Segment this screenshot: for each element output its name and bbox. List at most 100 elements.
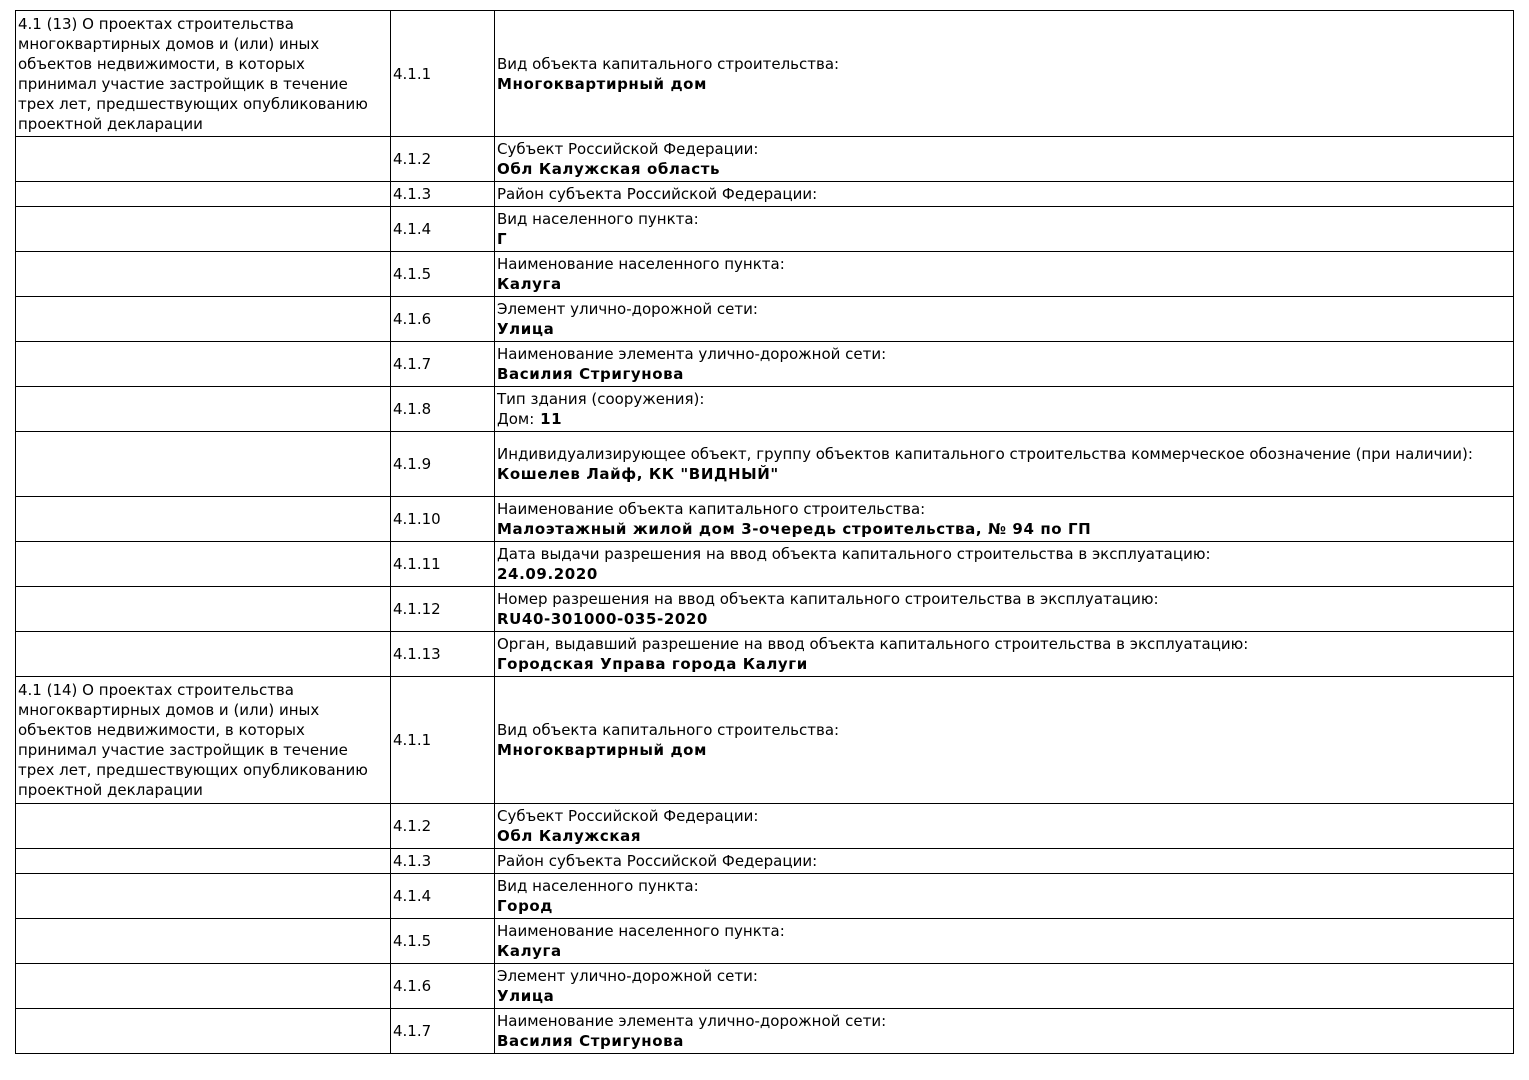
table-row: 4.1.7 Наименование элемента улично-дорожн… <box>15 1008 1514 1054</box>
empty-cell <box>15 251 391 297</box>
item-number: 4.1.3 <box>390 181 495 207</box>
item-value-text: Город <box>497 897 554 915</box>
section-title: 4.1 (14) О проектах строительства многок… <box>15 676 391 804</box>
item-value: Многоквартирный дом <box>497 74 1511 94</box>
item-content: Вид населенного пункта: Г <box>494 206 1514 252</box>
item-label: Наименование элемента улично-дорожной се… <box>497 1012 887 1030</box>
table-row: 4.1.2 Субъект Российской Федерации: Обл Ка… <box>15 136 1514 182</box>
table-row: 4.1.11 Дата выдачи разрешения на ввод объ… <box>15 541 1514 587</box>
item-number: 4.1.2 <box>390 136 495 182</box>
item-value: Кошелев Лайф, КК "ВИДНЫЙ" <box>497 464 1511 484</box>
item-value-text: 24.09.2020 <box>497 565 598 583</box>
item-number: 4.1.6 <box>390 296 495 342</box>
section-title: 4.1 (13) О проектах строительства многок… <box>15 10 391 137</box>
empty-cell <box>15 873 391 919</box>
item-value-text: Улица <box>497 320 555 338</box>
item-label: Субъект Российской Федерации: <box>497 807 759 825</box>
empty-cell <box>15 496 391 542</box>
table-row: 4.1.3 Район субъекта Российской Федерации… <box>15 848 1514 874</box>
item-content: Вид объекта капитального строительства: М… <box>494 676 1514 804</box>
item-label: Элемент улично-дорожной сети: <box>497 300 758 318</box>
item-label: Вид объекта капитального строительства: <box>497 54 840 73</box>
item-content: Элемент улично-дорожной сети: Улица <box>494 963 1514 1009</box>
item-content: Дата выдачи разрешения на ввод объекта к… <box>494 541 1514 587</box>
empty-cell <box>15 541 391 587</box>
item-number: 4.1.9 <box>390 431 495 497</box>
item-value: Г <box>497 229 1511 249</box>
item-number: 4.1.5 <box>390 918 495 964</box>
table-row: 4.1.6 Элемент улично-дорожной сети: Улица <box>15 963 1514 1009</box>
item-value-text: Г <box>497 230 508 248</box>
item-value-text: Улица <box>497 987 555 1005</box>
item-number: 4.1.3 <box>390 848 495 874</box>
empty-cell <box>15 431 391 497</box>
table-row: 4.1.7 Наименование элемента улично-дорожн… <box>15 341 1514 387</box>
item-content: Вид населенного пункта: Город <box>494 873 1514 919</box>
item-label: Наименование населенного пункта: <box>497 255 785 273</box>
item-label: Вид населенного пункта: <box>497 210 699 228</box>
empty-cell <box>15 631 391 677</box>
table-row: 4.1.13 Орган, выдавший разрешение на ввод… <box>15 631 1514 677</box>
item-label: Индивидуализирующее объект, группу объек… <box>497 445 1473 463</box>
item-value-text: Многоквартирный дом <box>497 741 707 759</box>
table-row: 4.1.6 Элемент улично-дорожной сети: Улица <box>15 296 1514 342</box>
empty-cell <box>15 181 391 207</box>
item-number: 4.1.2 <box>390 803 495 849</box>
table-row: 4.1.4 Вид населенного пункта: Город <box>15 873 1514 919</box>
item-label: Наименование объекта капитального строит… <box>497 500 926 518</box>
item-content: Элемент улично-дорожной сети: Улица <box>494 296 1514 342</box>
item-label: Дата выдачи разрешения на ввод объекта к… <box>497 545 1211 563</box>
item-label: Вид населенного пункта: <box>497 877 699 895</box>
empty-cell <box>15 296 391 342</box>
item-content: Орган, выдавший разрешение на ввод объек… <box>494 631 1514 677</box>
item-number: 4.1.7 <box>390 341 495 387</box>
item-content: Наименование объекта капитального строит… <box>494 496 1514 542</box>
item-label: Номер разрешения на ввод объекта капитал… <box>497 590 1159 608</box>
item-value-text: Малоэтажный жилой дом 3-очередь строител… <box>497 520 1092 538</box>
item-number: 4.1.1 <box>390 10 495 137</box>
item-content: Субъект Российской Федерации: Обл Калужск… <box>494 803 1514 849</box>
item-label: Элемент улично-дорожной сети: <box>497 967 758 985</box>
item-content: Вид объекта капитального строительства: М… <box>494 10 1514 137</box>
item-number: 4.1.5 <box>390 251 495 297</box>
item-content: Наименование населенного пункта: Калуга <box>494 918 1514 964</box>
empty-cell <box>15 206 391 252</box>
item-number: 4.1.11 <box>390 541 495 587</box>
item-value: Василия Стригунова <box>497 1031 1511 1051</box>
item-value: Улица <box>497 986 1511 1006</box>
item-number: 4.1.6 <box>390 963 495 1009</box>
item-value: Василия Стригунова <box>497 364 1511 384</box>
item-label: Район субъекта Российской Федерации: <box>497 852 818 870</box>
item-content: Район субъекта Российской Федерации: <box>494 848 1514 874</box>
empty-cell <box>15 386 391 432</box>
item-content: Индивидуализирующее объект, группу объек… <box>494 431 1514 497</box>
item-content: Номер разрешения на ввод объекта капитал… <box>494 586 1514 632</box>
item-number: 4.1.1 <box>390 676 495 804</box>
item-content: Наименование элемента улично-дорожной се… <box>494 341 1514 387</box>
table-row: 4.1.10 Наименование объекта капитального … <box>15 496 1514 542</box>
declaration-table: 4.1 (13) О проектах строительства многок… <box>15 10 1514 1054</box>
empty-cell <box>15 918 391 964</box>
item-value-text: Калуга <box>497 275 562 293</box>
item-value-text: RU40-301000-035-2020 <box>497 610 708 628</box>
table-row: 4.1.5 Наименование населенного пункта: Кал… <box>15 918 1514 964</box>
empty-cell <box>15 848 391 874</box>
item-number: 4.1.4 <box>390 873 495 919</box>
item-number: 4.1.13 <box>390 631 495 677</box>
table-row: 4.1.9 Индивидуализирующее объект, группу … <box>15 431 1514 497</box>
item-value-prefix: Дом: <box>497 410 535 428</box>
empty-cell <box>15 586 391 632</box>
table-row: 4.1.12 Номер разрешения на ввод объекта к… <box>15 586 1514 632</box>
item-number: 4.1.8 <box>390 386 495 432</box>
item-value-text: Обл Калужская область <box>497 160 721 178</box>
item-number: 4.1.10 <box>390 496 495 542</box>
item-value-text: Василия Стригунова <box>497 365 684 383</box>
item-value-text: Многоквартирный дом <box>497 74 707 93</box>
item-value-text: Калуга <box>497 942 562 960</box>
item-value: Калуга <box>497 941 1511 961</box>
item-content: Район субъекта Российской Федерации: <box>494 181 1514 207</box>
item-content: Наименование элемента улично-дорожной се… <box>494 1008 1514 1054</box>
item-value: RU40-301000-035-2020 <box>497 609 1511 629</box>
empty-cell <box>15 341 391 387</box>
empty-cell <box>15 136 391 182</box>
